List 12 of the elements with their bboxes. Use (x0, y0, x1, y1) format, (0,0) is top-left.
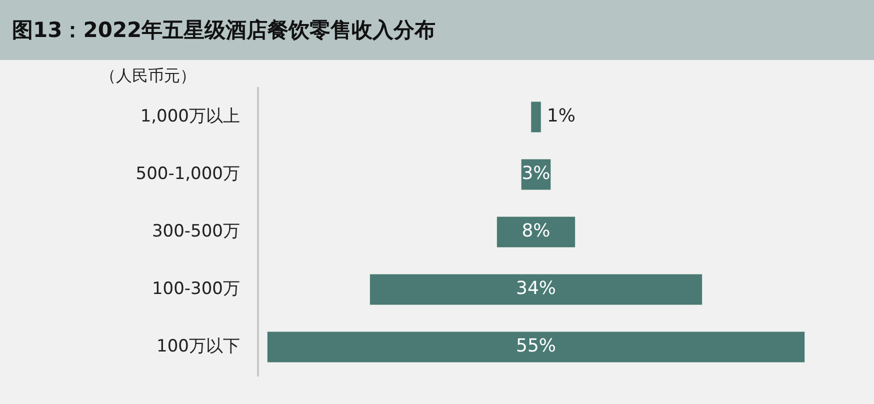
data-label: 3% (522, 163, 550, 184)
category-label: 100-300万 (152, 278, 240, 299)
data-label: 8% (522, 220, 550, 242)
data-label: 1% (546, 106, 576, 127)
category-label: 100万以下 (156, 336, 240, 356)
text: 图13：2022年五星级酒店餐饮零售收入分布 (12, 17, 436, 44)
text: （人民币元） (100, 66, 196, 87)
category-label: 1,000万以上 (140, 106, 240, 126)
data-label: 34% (516, 278, 556, 300)
category-label: 300-500万 (152, 221, 240, 242)
category-label: 500-1,000万 (136, 164, 240, 184)
data-label: 55% (516, 336, 556, 357)
